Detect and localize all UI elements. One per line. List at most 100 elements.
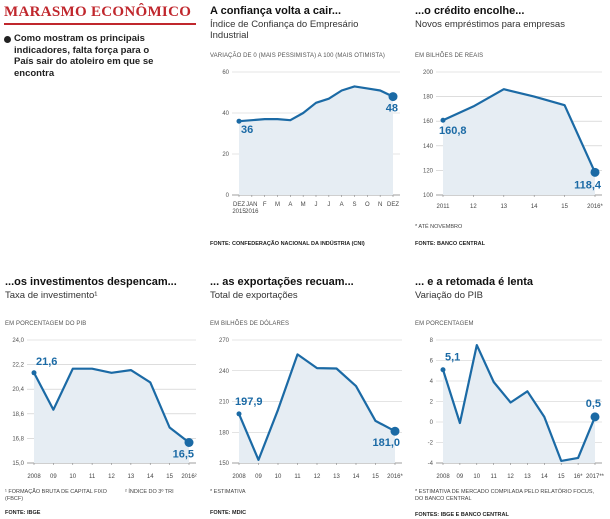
point xyxy=(440,367,446,373)
x-tick-label: 09 xyxy=(50,474,57,480)
chart-title: ...os investimentos despencam... xyxy=(5,276,177,288)
x-tick-label: 15 xyxy=(561,204,568,210)
y-tick-label: 22,2 xyxy=(12,363,24,369)
x-tick-label: A xyxy=(288,202,292,208)
axis-note: EM PORCENTAGEM xyxy=(415,321,474,327)
x-tick-label: 2017** xyxy=(586,474,605,480)
y-tick-label: 40 xyxy=(222,111,229,117)
y-tick-label: 16,8 xyxy=(12,436,24,442)
chart-subtitle: Total de exportações xyxy=(210,290,298,301)
area xyxy=(34,368,189,463)
area xyxy=(239,354,395,463)
x-tick-label: M xyxy=(275,202,280,208)
point xyxy=(590,167,600,177)
value-label: 0,5 xyxy=(586,398,601,410)
chart-title: ... as exportações recuam... xyxy=(210,276,354,288)
axis-note: VARIAÇÃO DE 0 (MAIS PESSIMISTA) A 100 (M… xyxy=(210,53,386,59)
value-label: 197,9 xyxy=(235,396,263,408)
x-tick-label: 12 xyxy=(507,474,514,480)
x-tick-label: 10 xyxy=(473,474,480,480)
x-tick-label: J xyxy=(315,202,318,208)
chart-title: A confiança volta a cair... xyxy=(210,5,342,17)
y-tick-label: 0 xyxy=(430,420,434,426)
x-tick-label: 2008 xyxy=(232,474,246,480)
y-tick-label: 180 xyxy=(423,95,434,101)
x-tick-label: 13 xyxy=(128,474,135,480)
bullet xyxy=(4,36,11,43)
page-title: MARASMO ECONÔMICO xyxy=(4,4,192,20)
x-tick-label: 2011 xyxy=(437,204,451,210)
line xyxy=(238,85,394,123)
x-tick-label: DEZ xyxy=(387,202,399,208)
y-tick-label: 160 xyxy=(423,119,434,125)
x-tick-label: 2016* xyxy=(387,474,403,480)
chart-subtitle: Variação do PIB xyxy=(415,290,483,301)
x-tick-label: JAN 2016 xyxy=(245,202,259,215)
point xyxy=(388,92,398,102)
x-tick-label: DEZ 2015 xyxy=(232,202,246,215)
point xyxy=(236,411,242,417)
y-tick-label: 2 xyxy=(430,400,434,406)
footnote: * ESTIMATIVA DE MERCADO COMPILADA PELO R… xyxy=(415,489,595,502)
axis-note: EM PORCENTAGEM DO PIB xyxy=(5,321,87,327)
line xyxy=(237,353,396,461)
chart-subtitle: Taxa de investimento¹ xyxy=(5,290,98,301)
y-tick-label: 0 xyxy=(226,193,230,199)
x-tick-label: N xyxy=(378,202,382,208)
x-tick-label: 11 xyxy=(89,474,96,480)
x-tick-label: S xyxy=(352,202,356,208)
source: FONTE: CONFEDERAÇÃO NACIONAL DA INDÚSTRI… xyxy=(210,241,365,247)
chart-subtitle: Novos empréstimos para empresas xyxy=(415,19,565,30)
line xyxy=(33,367,190,444)
x-tick-label: 10 xyxy=(69,474,76,480)
footnote: * ESTIMATIVA xyxy=(210,489,246,495)
x-tick-label: 14 xyxy=(353,474,360,480)
chart-title: ... e a retomada é lenta xyxy=(415,276,533,288)
y-tick-label: 15,0 xyxy=(12,461,24,467)
x-tick-label: 11 xyxy=(294,474,301,480)
x-tick-label: 15 xyxy=(166,474,173,480)
y-tick-label: 60 xyxy=(222,70,229,76)
chart-title: ...o crédito encolhe... xyxy=(415,5,525,17)
x-tick-label: 11 xyxy=(491,474,498,480)
axis-note: EM BILHÕES DE REAIS xyxy=(415,53,484,59)
value-label: 16,5 xyxy=(173,449,194,461)
axis-note: EM BILHÕES DE DÓLARES xyxy=(210,321,290,327)
source: FONTES: IBGE E BANCO CENTRAL xyxy=(415,512,509,518)
x-tick-label: A xyxy=(340,202,344,208)
line xyxy=(441,344,597,462)
source: FONTE: BANCO CENTRAL xyxy=(415,241,485,247)
x-tick-label: 14 xyxy=(147,474,154,480)
intro-text: Como mostram os principais indicadores, … xyxy=(14,33,154,79)
area xyxy=(443,345,595,463)
y-tick-label: 120 xyxy=(423,168,434,174)
x-tick-label: 14 xyxy=(541,474,548,480)
title-rule xyxy=(4,23,196,25)
y-tick-label: 24,0 xyxy=(12,338,24,344)
area xyxy=(239,86,393,195)
point xyxy=(390,426,400,436)
y-tick-label: 210 xyxy=(219,400,230,406)
value-label: 118,4 xyxy=(574,179,602,191)
x-tick-label: O xyxy=(365,202,370,208)
x-tick-label: 09 xyxy=(457,474,464,480)
y-tick-label: 4 xyxy=(430,379,434,385)
line xyxy=(442,88,597,173)
value-label: 48 xyxy=(386,103,398,115)
x-tick-label: 2016² xyxy=(181,474,196,480)
area xyxy=(443,89,595,195)
x-tick-label: 14 xyxy=(531,204,538,210)
x-tick-label: 15 xyxy=(372,474,379,480)
x-tick-label: 13 xyxy=(524,474,531,480)
value-label: 21,6 xyxy=(36,356,57,368)
y-tick-label: 270 xyxy=(219,338,230,344)
x-tick-label: 12 xyxy=(314,474,321,480)
y-tick-label: -4 xyxy=(428,461,434,467)
x-tick-label: 12 xyxy=(108,474,115,480)
x-tick-label: 13 xyxy=(333,474,340,480)
x-tick-label: 15 xyxy=(558,474,565,480)
y-tick-label: -2 xyxy=(428,441,434,447)
x-tick-label: 2008 xyxy=(27,474,41,480)
y-tick-label: 140 xyxy=(423,144,434,150)
